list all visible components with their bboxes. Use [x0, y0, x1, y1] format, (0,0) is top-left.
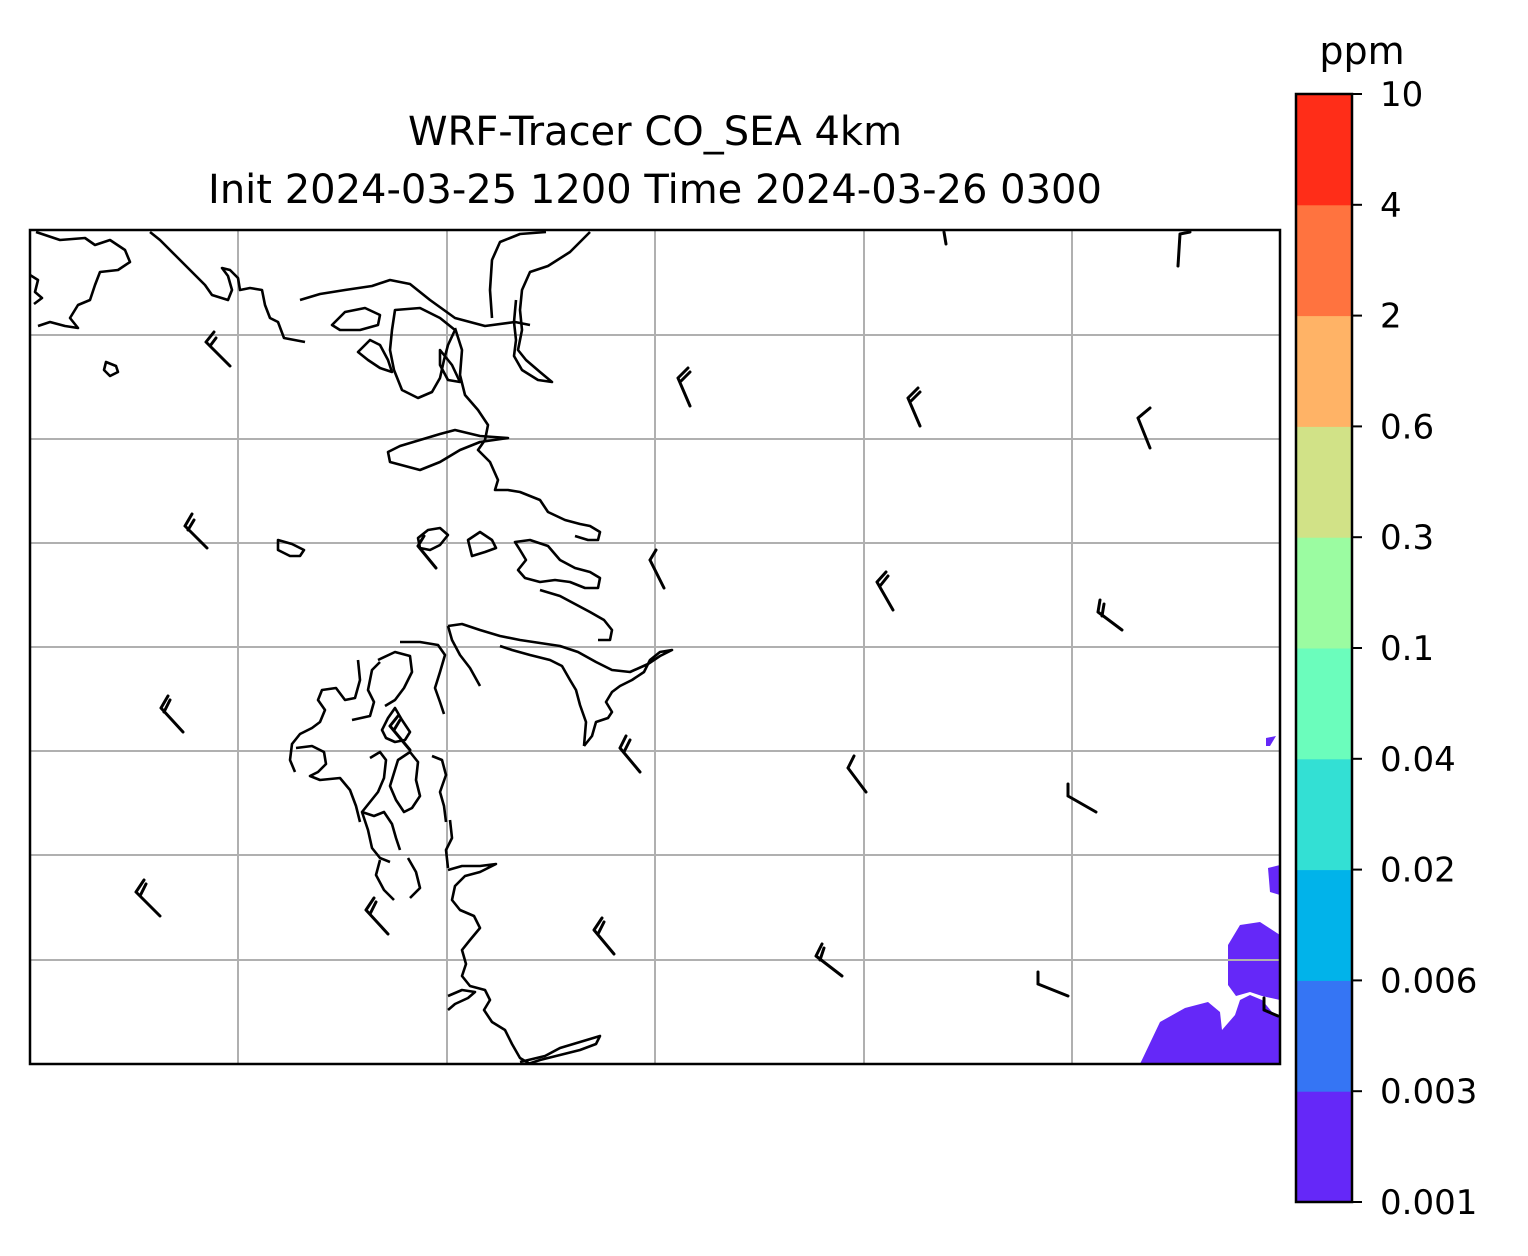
colorbar-tick-label: 10	[1380, 75, 1423, 115]
wind-barb	[416, 534, 438, 570]
colorbar-tick-label: 0.001	[1380, 1183, 1477, 1223]
coastline	[431, 754, 448, 823]
plume-area	[1266, 736, 1276, 746]
coastline	[388, 306, 457, 400]
coastline	[386, 428, 510, 472]
coastline	[519, 1034, 602, 1064]
wind-barb	[159, 694, 185, 734]
wind-barb	[942, 230, 948, 246]
wind-barb	[1176, 230, 1192, 268]
colorbar-segment	[1296, 758, 1352, 871]
coastline	[299, 278, 531, 328]
colorbar-tick-label: 0.006	[1380, 961, 1477, 1001]
tracer-plume	[1140, 736, 1280, 1064]
wind-barb	[1136, 406, 1152, 450]
wind-barb	[183, 512, 209, 550]
coastline	[35, 230, 132, 330]
map-frame	[28, 228, 1282, 1066]
coastline	[438, 348, 462, 384]
coastline	[360, 750, 391, 864]
coastline	[453, 327, 602, 542]
coastline	[512, 231, 591, 384]
coastline	[276, 538, 306, 558]
wind-barbs	[134, 230, 1280, 1018]
coastline	[400, 640, 447, 715]
colorbar-segment	[1296, 537, 1352, 649]
coastline	[361, 810, 402, 851]
coastline	[446, 625, 482, 687]
wind-barb	[1036, 970, 1070, 998]
coastline	[539, 588, 614, 642]
coastline	[30, 273, 44, 306]
wind-barb	[846, 754, 868, 794]
coastline	[447, 988, 477, 1011]
coastline	[447, 622, 674, 747]
wind-barb	[1066, 782, 1098, 814]
wind-barb	[618, 734, 642, 774]
coastline	[102, 360, 120, 378]
coastline	[288, 659, 362, 773]
coastline	[374, 859, 395, 901]
colorbar-segment	[1296, 204, 1352, 317]
coastlines	[30, 230, 674, 1064]
wind-barb	[906, 386, 922, 428]
wind-barb	[1262, 996, 1280, 1018]
coastline	[330, 306, 382, 332]
coastline	[447, 862, 531, 1064]
colorbar-unit-label: ppm	[1319, 29, 1404, 73]
colorbar-segment	[1296, 426, 1352, 538]
wind-barb	[592, 916, 616, 956]
colorbar-tick-label: 0.04	[1380, 740, 1456, 780]
colorbar-tick-label: 0.6	[1380, 407, 1434, 447]
coastline	[388, 750, 422, 814]
wind-barb	[388, 714, 412, 752]
coastline	[351, 661, 381, 722]
colorbar-segment	[1296, 869, 1352, 981]
coastline	[513, 538, 602, 590]
plume-area	[1140, 995, 1280, 1064]
chart-title: WRF-Tracer CO_SEA 4km	[407, 109, 903, 155]
colorbar-segment	[1296, 648, 1352, 760]
colorbar-tick-label: 2	[1380, 297, 1402, 337]
wind-barb	[204, 330, 232, 368]
map-panel	[28, 228, 1282, 1066]
colorbar-segment	[1296, 980, 1352, 1092]
coastline	[377, 650, 414, 708]
coastline	[149, 230, 306, 344]
wind-barb	[134, 878, 162, 918]
colorbar: 0.001 0.003 0.006 0.02 0.04 0.1 0.3 0.6 2 4 10 ppm	[1294, 29, 1477, 1223]
coastline	[356, 338, 394, 374]
colorbar-tick-label: 0.003	[1380, 1072, 1477, 1112]
coastline	[444, 819, 454, 869]
colorbar-tick-label: 4	[1380, 186, 1402, 226]
coastline	[466, 530, 498, 558]
colorbar-segment	[1296, 315, 1352, 427]
wind-barb	[648, 548, 666, 590]
coastline	[499, 644, 588, 747]
wind-barb	[676, 366, 692, 408]
coastline	[295, 744, 362, 823]
gridlines	[30, 230, 1280, 1064]
colorbar-segment	[1296, 94, 1352, 206]
wind-barb	[814, 942, 844, 978]
colorbar-tick-label: 0.02	[1380, 851, 1456, 891]
colorbar-segments	[1296, 94, 1352, 1203]
chart-subtitle: Init 2024-03-25 1200 Time 2024-03-26 030…	[208, 167, 1102, 213]
coastline	[380, 706, 412, 744]
colorbar-tick-label: 0.1	[1380, 629, 1434, 669]
wind-barb	[1096, 598, 1124, 632]
plume-area	[1268, 865, 1280, 895]
colorbar-segment	[1296, 1091, 1352, 1203]
wind-barb	[875, 570, 895, 612]
coastline	[488, 230, 547, 319]
wind-barb	[364, 896, 390, 936]
coastline	[406, 857, 422, 899]
colorbar-ticks: 0.001 0.003 0.006 0.02 0.04 0.1 0.3 0.6 2 4 10	[1352, 75, 1477, 1223]
colorbar-tick-label: 0.3	[1380, 518, 1434, 558]
